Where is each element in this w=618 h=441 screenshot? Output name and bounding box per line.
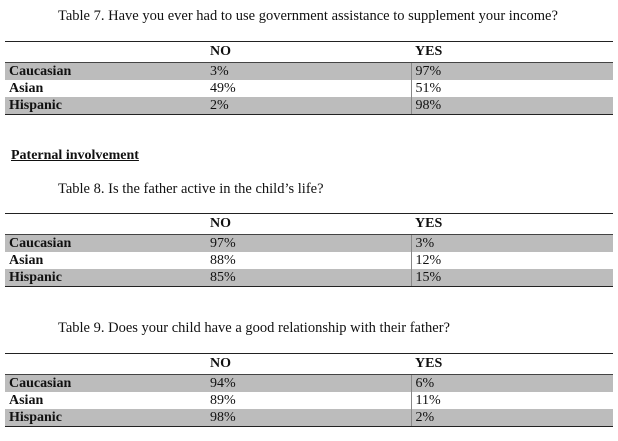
table9: NO YES Caucasian 94% 6% Asian 89% 11% Hi…: [5, 353, 613, 427]
yes-value: 15%: [410, 269, 613, 287]
section-heading: Paternal involvement: [11, 148, 139, 163]
row-label: Hispanic: [5, 97, 206, 115]
table8-header-row: NO YES: [5, 213, 613, 235]
yes-value: 3%: [410, 234, 613, 252]
column-header-yes: YES: [411, 41, 613, 63]
table7: NO YES Caucasian 3% 97% Asian 49% 51% Hi…: [5, 41, 613, 115]
yes-value: 97%: [410, 62, 613, 80]
row-label: Caucasian: [5, 62, 206, 80]
no-value: 94%: [206, 374, 411, 392]
table-row: Caucasian 94% 6%: [5, 374, 613, 392]
column-header-no: NO: [206, 213, 411, 235]
no-value: 49%: [210, 81, 236, 96]
table8: NO YES Caucasian 97% 3% Asian 88% 12% Hi…: [5, 213, 613, 287]
table-row: Asian 88% 12%: [5, 252, 613, 269]
yes-value: 11%: [410, 392, 613, 409]
yes-value: 2%: [410, 409, 613, 427]
header-empty-cell: [5, 41, 206, 63]
table-row: Asian 49% 51%: [5, 80, 613, 97]
no-value: 88%: [210, 253, 236, 268]
no-value: 98%: [206, 409, 411, 427]
yes-value: 6%: [410, 374, 613, 392]
header-empty-cell: [5, 213, 206, 235]
row-label: Hispanic: [5, 269, 206, 287]
table7-caption: Table 7. Have you ever had to use govern…: [58, 8, 558, 24]
column-header-no: NO: [206, 353, 411, 375]
yes-value: 51%: [410, 80, 613, 97]
no-value: 85%: [206, 269, 411, 287]
row-label: Asian: [9, 81, 44, 96]
table-row: Asian 89% 11%: [5, 392, 613, 409]
column-header-yes: YES: [411, 213, 613, 235]
table8-caption: Table 8. Is the father active in the chi…: [58, 181, 324, 197]
header-empty-cell: [5, 353, 206, 375]
no-value: 89%: [210, 393, 236, 408]
no-value: 3%: [206, 62, 411, 80]
yes-value: 98%: [410, 97, 613, 115]
column-header-yes: YES: [411, 353, 613, 375]
table9-header-row: NO YES: [5, 353, 613, 375]
row-label: Caucasian: [5, 234, 206, 252]
row-label: Caucasian: [5, 374, 206, 392]
row-label: Hispanic: [5, 409, 206, 427]
table9-caption: Table 9. Does your child have a good rel…: [58, 320, 450, 336]
table-row: Hispanic 98% 2%: [5, 409, 613, 427]
column-header-no: NO: [206, 41, 411, 63]
row-label: Asian: [9, 393, 44, 408]
table-row: Hispanic 2% 98%: [5, 97, 613, 115]
no-value: 2%: [206, 97, 411, 115]
yes-value: 12%: [410, 252, 613, 269]
table7-header-row: NO YES: [5, 41, 613, 63]
table-row: Caucasian 3% 97%: [5, 62, 613, 80]
table-row: Hispanic 85% 15%: [5, 269, 613, 287]
no-value: 97%: [206, 234, 411, 252]
row-label: Asian: [9, 253, 44, 268]
table-row: Caucasian 97% 3%: [5, 234, 613, 252]
